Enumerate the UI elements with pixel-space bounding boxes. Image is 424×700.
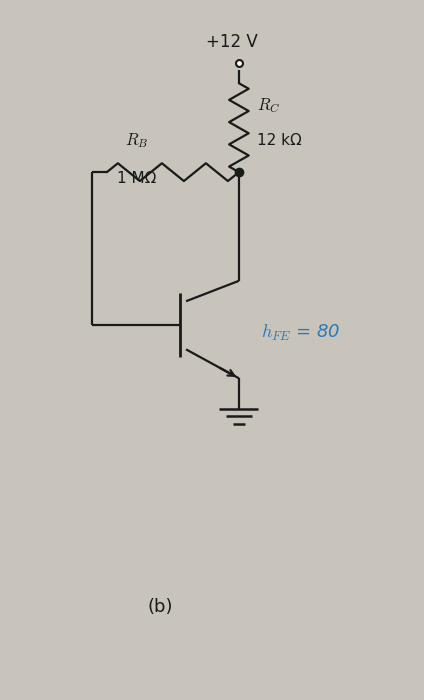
Text: $R_C$: $R_C$ [257,97,281,116]
Text: 12 kΩ: 12 kΩ [257,132,302,148]
Text: 1 MΩ: 1 MΩ [117,172,156,186]
Text: (b): (b) [148,598,173,616]
Text: $h_{FE}$ = 80: $h_{FE}$ = 80 [261,323,340,343]
Text: $R_B$: $R_B$ [125,131,148,150]
Text: +12 V: +12 V [206,33,257,51]
